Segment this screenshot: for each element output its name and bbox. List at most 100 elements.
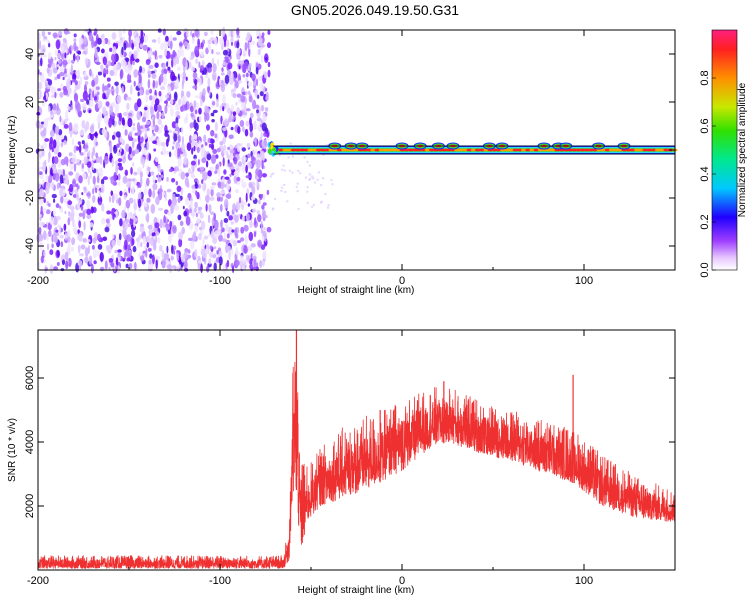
noise-cell xyxy=(163,40,167,47)
noise-cell xyxy=(217,181,222,189)
noise-cell xyxy=(157,36,161,44)
noise-cell xyxy=(166,245,169,254)
noise-cell xyxy=(112,101,116,108)
noise-cell xyxy=(68,122,73,132)
noise-cell xyxy=(139,43,144,48)
noise-cell xyxy=(211,57,215,65)
noise-cell xyxy=(200,248,206,256)
noise-cell xyxy=(103,115,109,124)
ridge-core-cell xyxy=(458,148,465,152)
noise-cell xyxy=(81,102,87,111)
noise-cell xyxy=(172,37,177,41)
noise-cell xyxy=(244,104,247,113)
ridge-core-cell xyxy=(579,148,586,152)
noise-cell xyxy=(48,151,51,160)
noise-cell xyxy=(121,209,126,219)
top-ylabel: Frequency (Hz) xyxy=(7,116,18,185)
noise-cell xyxy=(107,39,111,46)
noise-cell xyxy=(206,265,210,273)
noise-cell xyxy=(258,199,261,205)
noise-cell xyxy=(101,48,105,54)
noise-cell xyxy=(208,204,212,213)
noise-cell xyxy=(57,30,63,36)
noise-cell xyxy=(114,193,118,201)
noise-cell xyxy=(185,172,190,178)
spectrogram-heatmap xyxy=(35,26,334,275)
noise-cell xyxy=(77,185,80,190)
noise-cell xyxy=(207,43,211,51)
noise-cell xyxy=(71,237,76,246)
noise-cell xyxy=(98,201,102,206)
noise-cell xyxy=(194,181,198,189)
noise-cell xyxy=(255,168,260,177)
noise-cell xyxy=(298,172,302,175)
noise-cell xyxy=(267,61,271,68)
noise-cell xyxy=(114,103,120,112)
noise-cell xyxy=(238,65,241,70)
noise-cell xyxy=(245,78,248,83)
noise-cell xyxy=(140,177,143,186)
noise-cell xyxy=(136,122,141,132)
noise-cell xyxy=(66,231,69,238)
noise-cell xyxy=(40,205,43,215)
noise-cell xyxy=(39,213,42,218)
noise-cell xyxy=(232,92,237,99)
noise-cell xyxy=(250,196,256,201)
noise-cell xyxy=(82,172,87,180)
noise-cell xyxy=(170,255,174,261)
ridge-core-cell xyxy=(663,148,670,152)
noise-cell xyxy=(168,129,172,133)
noise-cell xyxy=(161,258,167,267)
noise-cell xyxy=(138,74,142,84)
noise-cell xyxy=(64,52,67,59)
noise-cell xyxy=(130,167,133,175)
noise-cell xyxy=(152,140,157,144)
noise-cell xyxy=(179,73,184,78)
noise-cell xyxy=(216,250,219,255)
noise-cell xyxy=(201,60,205,66)
noise-cell xyxy=(142,147,147,156)
noise-cell xyxy=(87,134,91,140)
noise-cell xyxy=(187,249,191,254)
noise-cell xyxy=(51,193,57,199)
noise-cell xyxy=(86,208,92,215)
noise-cell xyxy=(229,149,235,154)
noise-cell xyxy=(230,104,234,112)
noise-cell xyxy=(51,62,56,69)
noise-cell xyxy=(144,131,148,140)
noise-cell xyxy=(222,135,226,145)
noise-cell xyxy=(312,203,315,207)
noise-cell xyxy=(59,187,64,197)
noise-cell xyxy=(53,198,56,203)
noise-cell xyxy=(249,117,252,126)
noise-cell xyxy=(73,33,77,38)
noise-cell xyxy=(175,117,179,125)
noise-cell xyxy=(194,201,198,209)
noise-cell xyxy=(71,158,76,163)
noise-cell xyxy=(146,177,150,187)
noise-cell xyxy=(111,194,115,204)
noise-cell xyxy=(66,105,70,110)
noise-cell xyxy=(243,156,247,162)
noise-cell xyxy=(228,215,233,221)
noise-cell xyxy=(101,128,107,136)
noise-cell xyxy=(214,121,218,132)
noise-cell xyxy=(41,30,46,37)
noise-cell xyxy=(39,171,43,176)
noise-cell xyxy=(161,249,165,259)
noise-cell xyxy=(126,96,131,101)
noise-cell xyxy=(84,57,89,66)
noise-cell xyxy=(259,91,264,97)
noise-cell xyxy=(122,28,126,34)
noise-cell xyxy=(262,202,267,206)
noise-cell xyxy=(115,85,119,96)
noise-cell xyxy=(195,102,199,109)
noise-cell xyxy=(67,200,73,206)
noise-cell xyxy=(88,109,92,114)
noise-cell xyxy=(147,78,151,89)
noise-cell xyxy=(201,150,205,159)
noise-cell xyxy=(69,205,75,211)
noise-cell xyxy=(131,150,136,157)
ridge-core-cell xyxy=(286,148,293,152)
noise-cell xyxy=(149,253,153,259)
